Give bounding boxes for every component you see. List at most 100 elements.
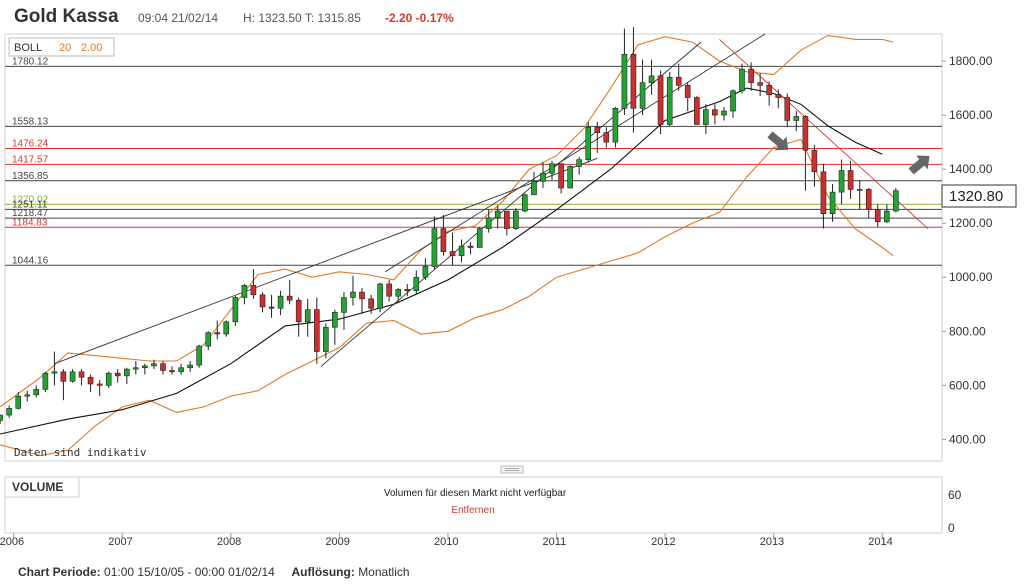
candle: [865, 188, 872, 218]
candle: [386, 279, 392, 302]
y-tick-label: 1000.00: [949, 270, 993, 284]
y-tick-label: 1400.00: [949, 162, 993, 176]
candle: [350, 275, 356, 306]
candle: [368, 294, 374, 314]
candle: [96, 379, 103, 397]
period-value: 01:00 15/10/05 - 00:00 01/02/14: [104, 565, 275, 579]
candle: [133, 361, 139, 375]
candle-body: [504, 210, 510, 229]
candle: [712, 104, 718, 125]
y-tick-label: 800.00: [949, 324, 986, 338]
candle: [42, 371, 49, 393]
candle-body: [169, 370, 175, 373]
candle: [467, 242, 474, 255]
candle-body: [259, 294, 266, 308]
candle: [458, 239, 465, 263]
candle-body: [395, 289, 402, 297]
candle: [24, 390, 31, 402]
candle: [558, 163, 564, 194]
candle-body: [105, 372, 112, 386]
remove-volume-link[interactable]: Entfernen: [451, 505, 494, 516]
candle: [703, 104, 709, 134]
instrument-title: Gold Kassa: [14, 6, 119, 27]
candle-body: [757, 82, 763, 86]
candle-body: [151, 363, 157, 367]
trend-line[interactable]: [54, 157, 598, 365]
candle: [675, 63, 682, 91]
candle: [178, 363, 184, 375]
candle-body: [485, 217, 492, 229]
candle-body: [133, 367, 139, 370]
plot-area[interactable]: [4, 33, 943, 462]
trend-line[interactable]: [384, 33, 766, 273]
candle: [359, 288, 365, 314]
candle: [639, 59, 646, 116]
candle-body: [404, 289, 411, 292]
middle-band: [0, 87, 883, 435]
trend-line[interactable]: [320, 41, 702, 367]
candle: [314, 297, 320, 364]
x-tick-label: 2006: [0, 536, 24, 548]
candle-body: [694, 97, 700, 125]
candle-body: [314, 309, 320, 352]
candle: [585, 121, 592, 163]
volume-panel: [4, 476, 943, 534]
candle: [739, 63, 745, 94]
level-label: 1417.57: [12, 154, 49, 165]
candle: [169, 366, 175, 375]
candle-body: [585, 126, 592, 160]
candle-body: [449, 251, 456, 256]
candle: [540, 162, 546, 189]
candle: [721, 106, 727, 121]
candle: [476, 227, 483, 248]
candle: [504, 210, 510, 236]
candle-body: [793, 116, 800, 121]
candle-body: [775, 94, 782, 98]
timestamp: 09:04 21/02/14: [138, 11, 219, 25]
candle-body: [838, 170, 845, 193]
candle: [612, 106, 619, 148]
level-label: 1558.13: [12, 116, 49, 127]
candle-body: [522, 194, 528, 212]
candle-body: [703, 109, 709, 125]
indicator-legend[interactable]: [8, 37, 115, 57]
candle-body: [87, 376, 94, 385]
arrow-up-right-icon[interactable]: [905, 149, 935, 178]
level-label: 1184.83: [12, 217, 48, 228]
candle: [33, 385, 40, 398]
candle-body: [739, 68, 745, 92]
x-tick-label: 2010: [434, 536, 458, 548]
candle-body: [820, 171, 827, 215]
x-axis: 2006 2007 2008 2009 2010 2011 2012 2013 2014: [0, 533, 893, 548]
candle-body: [712, 109, 718, 116]
candle-body: [594, 126, 601, 133]
candle-body: [422, 266, 429, 278]
candle-body: [304, 309, 311, 323]
candle-body: [114, 372, 121, 377]
arrow-down-right-icon[interactable]: [764, 127, 794, 156]
candle-body: [531, 180, 537, 196]
candle-body: [766, 85, 772, 96]
candle-body: [829, 191, 836, 215]
candle: [15, 392, 22, 410]
candle: [151, 359, 157, 370]
candle-body: [223, 321, 230, 335]
candle-body: [513, 210, 519, 229]
candle: [775, 89, 782, 109]
candle-body: [205, 332, 212, 347]
candle: [332, 309, 338, 345]
candle-body: [675, 76, 682, 86]
candle-body: [6, 408, 12, 416]
candle: [250, 269, 257, 299]
candle-body: [295, 299, 302, 323]
candle-body: [323, 326, 329, 352]
arrow-shape: [908, 155, 930, 175]
candle: [513, 208, 519, 230]
candle-body: [178, 367, 184, 373]
chart-header: Gold Kassa 09:04 21/02/14 H: 1323.50 T: …: [0, 0, 1024, 34]
level-label: 1044.16: [12, 255, 49, 266]
candle-body: [368, 298, 374, 309]
candle: [304, 298, 311, 337]
drag-handle-icon[interactable]: [500, 465, 524, 474]
